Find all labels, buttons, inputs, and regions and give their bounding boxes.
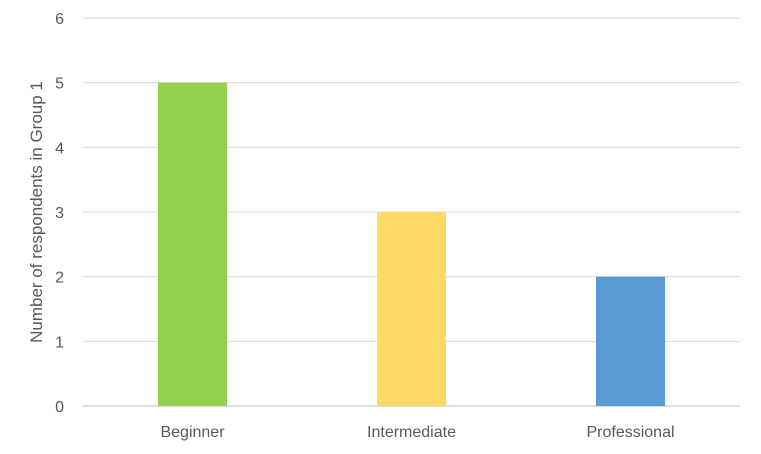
x-tick-label: Beginner xyxy=(160,424,225,441)
y-tick-label: 5 xyxy=(55,76,64,93)
x-tick-labels: Beginner Intermediate Professional xyxy=(160,424,674,441)
y-tick-labels: 0 1 2 3 4 5 6 xyxy=(55,11,64,416)
bar-professional xyxy=(596,276,665,406)
x-tick-label: Intermediate xyxy=(367,424,456,441)
y-tick-label: 0 xyxy=(55,399,64,416)
y-tick-label: 1 xyxy=(55,334,64,351)
bar-beginner xyxy=(158,82,227,407)
y-tick-label: 3 xyxy=(55,205,64,222)
y-tick-label: 6 xyxy=(55,11,64,28)
y-axis-title: Number of respondents in Group 1 xyxy=(27,81,46,343)
y-tick-label: 4 xyxy=(55,140,64,157)
bar-intermediate xyxy=(377,212,446,406)
x-tick-label: Professional xyxy=(586,424,674,441)
y-tick-label: 2 xyxy=(55,270,64,287)
bars xyxy=(158,82,665,407)
